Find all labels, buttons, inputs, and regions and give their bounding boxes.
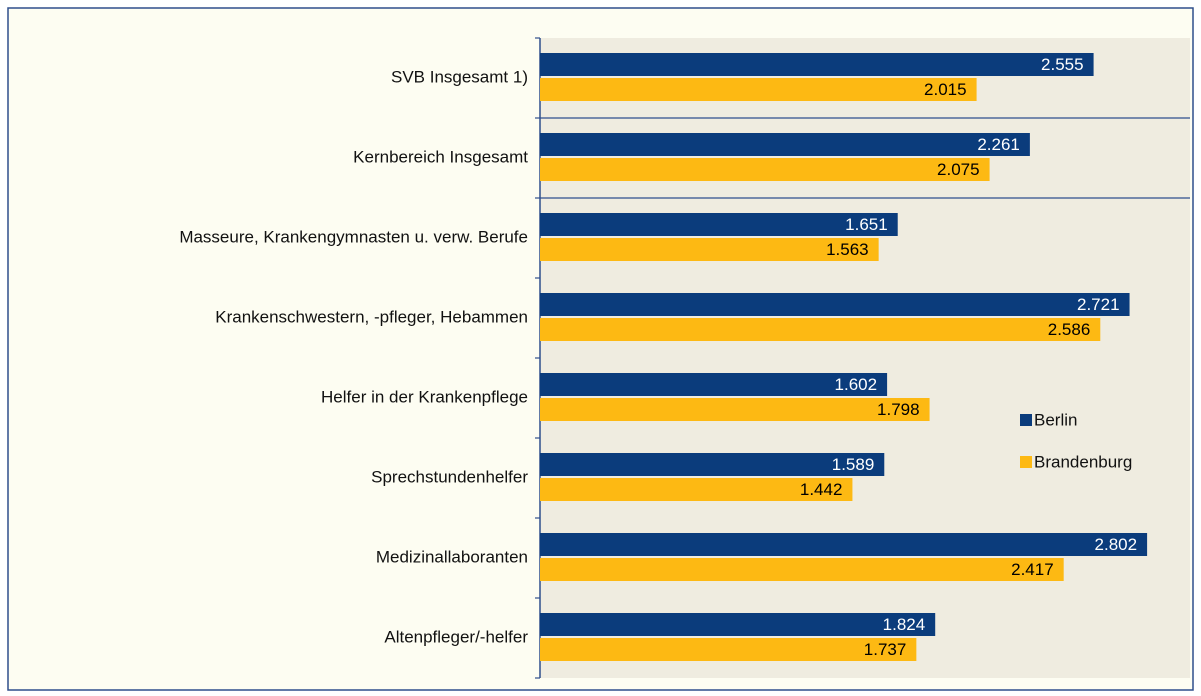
- value-label: 2.261: [977, 135, 1020, 154]
- value-label: 2.555: [1041, 55, 1084, 74]
- category-label: Kernbereich Insgesamt: [353, 147, 528, 166]
- category-label: Medizinallaboranten: [376, 547, 528, 566]
- bar: [540, 318, 1101, 341]
- legend-label: Berlin: [1034, 410, 1077, 429]
- category-label: Altenpfleger/-helfer: [384, 627, 528, 646]
- bar: [540, 238, 879, 261]
- bar: [540, 453, 885, 476]
- bar: [540, 533, 1148, 556]
- bar: [540, 558, 1064, 581]
- bar: [540, 158, 990, 181]
- value-label: 1.798: [877, 400, 920, 419]
- value-label: 2.586: [1048, 320, 1091, 339]
- value-label: 1.602: [835, 375, 878, 394]
- bar: [540, 398, 930, 421]
- bar: [540, 133, 1030, 156]
- legend-label: Brandenburg: [1034, 452, 1132, 471]
- value-label: 2.802: [1095, 535, 1138, 554]
- value-label: 2.015: [924, 80, 967, 99]
- bar: [540, 478, 853, 501]
- category-label: Sprechstundenhelfer: [371, 467, 528, 486]
- value-label: 1.824: [883, 615, 926, 634]
- category-label: Krankenschwestern, -pfleger, Hebammen: [215, 307, 528, 326]
- value-label: 1.737: [864, 640, 907, 659]
- value-label: 2.417: [1011, 560, 1054, 579]
- value-label: 1.589: [832, 455, 875, 474]
- bar: [540, 638, 917, 661]
- bar: [540, 373, 888, 396]
- bar: [540, 293, 1130, 316]
- legend-swatch: [1020, 414, 1032, 426]
- value-label: 1.442: [800, 480, 843, 499]
- bar: [540, 213, 898, 236]
- value-label: 2.075: [937, 160, 980, 179]
- legend-swatch: [1020, 456, 1032, 468]
- category-label: Helfer in der Krankenpflege: [321, 387, 528, 406]
- bar: [540, 78, 977, 101]
- category-label: Masseure, Krankengymnasten u. verw. Beru…: [179, 227, 528, 246]
- value-label: 1.563: [826, 240, 869, 259]
- category-label: SVB Insgesamt 1): [391, 67, 528, 86]
- bar: [540, 613, 936, 636]
- value-label: 2.721: [1077, 295, 1120, 314]
- bar: [540, 53, 1094, 76]
- value-label: 1.651: [845, 215, 888, 234]
